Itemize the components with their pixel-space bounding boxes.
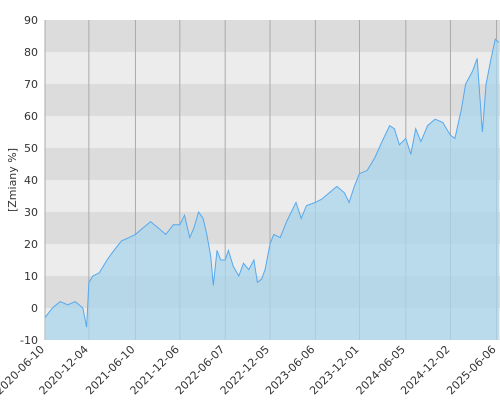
y-tick-label: -10 (20, 334, 38, 347)
line (44, 38, 500, 328)
grid-band (45, 84, 500, 116)
y-tick-label: 40 (24, 174, 38, 187)
y-tick-label: 20 (24, 238, 38, 251)
y-tick-label: 10 (24, 270, 38, 283)
grid-band (45, 20, 500, 52)
y-tick-label: 80 (24, 46, 38, 59)
y-tick-label: 30 (24, 206, 38, 219)
grid-band (45, 52, 500, 84)
y-tick-label: 60 (24, 110, 38, 123)
y-tick-label: 50 (24, 142, 38, 155)
x-tick-label: 2025-06-06 (444, 343, 498, 397)
y-tick-label: 0 (31, 302, 38, 315)
area-fill (45, 39, 499, 340)
y-tick-label: 70 (24, 78, 38, 91)
y-tick-label: 90 (24, 14, 38, 27)
y-axis-label: [Zmiany %] (6, 148, 19, 212)
